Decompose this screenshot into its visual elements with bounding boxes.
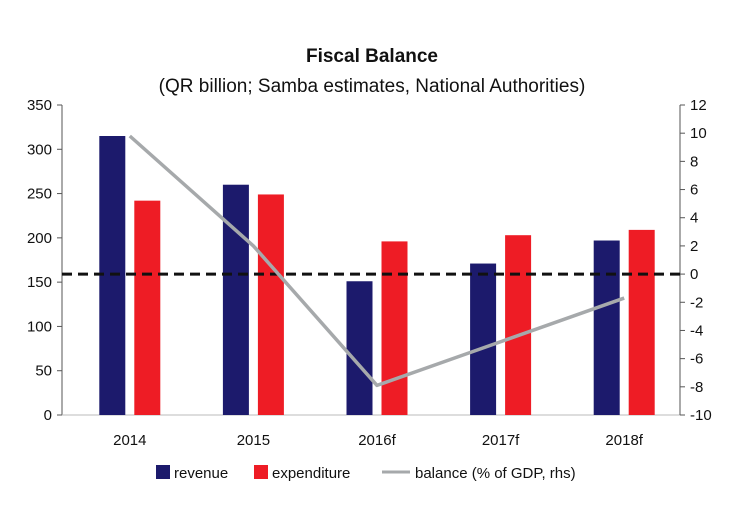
left-tick-label: 0 bbox=[44, 407, 52, 424]
right-tick-label: 0 bbox=[690, 266, 698, 283]
left-tick-label: 300 bbox=[27, 141, 52, 158]
legend-swatch-expenditure bbox=[254, 465, 268, 479]
right-tick-label: -2 bbox=[690, 294, 703, 311]
right-tick-label: 8 bbox=[690, 153, 698, 170]
legend-label-revenue: revenue bbox=[174, 465, 228, 482]
balance-line-layer bbox=[128, 134, 625, 388]
legend-swatch-revenue bbox=[156, 465, 170, 479]
left-tick-label: 100 bbox=[27, 318, 52, 335]
bar-expenditure-2015 bbox=[257, 194, 284, 415]
x-tick-label: 2015 bbox=[237, 432, 270, 449]
chart-title: Fiscal Balance bbox=[306, 46, 438, 67]
bar-expenditure-2014 bbox=[134, 200, 161, 415]
right-tick-label: 2 bbox=[690, 238, 698, 255]
legend-label-expenditure: expenditure bbox=[272, 465, 350, 482]
x-axis-labels: 2014 2015 2016f 2017f 2018f bbox=[113, 432, 644, 449]
legend: revenue expenditure balance (% of GDP, r… bbox=[156, 465, 576, 482]
right-tick-label: -6 bbox=[690, 351, 703, 368]
bar-expenditure-2018f bbox=[628, 229, 655, 415]
right-tick-label: -4 bbox=[690, 322, 703, 339]
bar-revenue-2016f bbox=[346, 281, 373, 415]
right-tick-label: 12 bbox=[690, 97, 707, 114]
left-tick-label: 150 bbox=[27, 274, 52, 291]
chart-subtitle: (QR billion; Samba estimates, National A… bbox=[159, 76, 586, 97]
left-tick-label: 350 bbox=[27, 97, 52, 114]
right-tick-label: 6 bbox=[690, 182, 698, 199]
right-tick-label: 4 bbox=[690, 210, 698, 227]
x-tick-label: 2018f bbox=[605, 432, 643, 449]
left-tick-label: 250 bbox=[27, 186, 52, 203]
bar-revenue-2017f bbox=[470, 263, 497, 415]
bar-revenue-2015 bbox=[222, 184, 249, 415]
left-tick-label: 200 bbox=[27, 230, 52, 247]
left-tick-label: 50 bbox=[35, 363, 52, 380]
balance-line bbox=[128, 134, 625, 388]
x-tick-label: 2016f bbox=[358, 432, 396, 449]
right-axis: -10 -8 -6 -4 -2 0 2 4 6 8 10 12 bbox=[679, 97, 712, 424]
x-tick-label: 2017f bbox=[482, 432, 520, 449]
x-tick-label: 2014 bbox=[113, 432, 146, 449]
bar-revenue-2018f bbox=[593, 240, 620, 415]
right-tick-label: -10 bbox=[690, 407, 712, 424]
right-tick-label: 10 bbox=[690, 125, 707, 142]
bar-expenditure-2017f bbox=[505, 235, 532, 415]
legend-label-balance: balance (% of GDP, rhs) bbox=[415, 465, 576, 482]
bar-expenditure-2016f bbox=[381, 241, 408, 415]
right-tick-label: -8 bbox=[690, 379, 703, 396]
